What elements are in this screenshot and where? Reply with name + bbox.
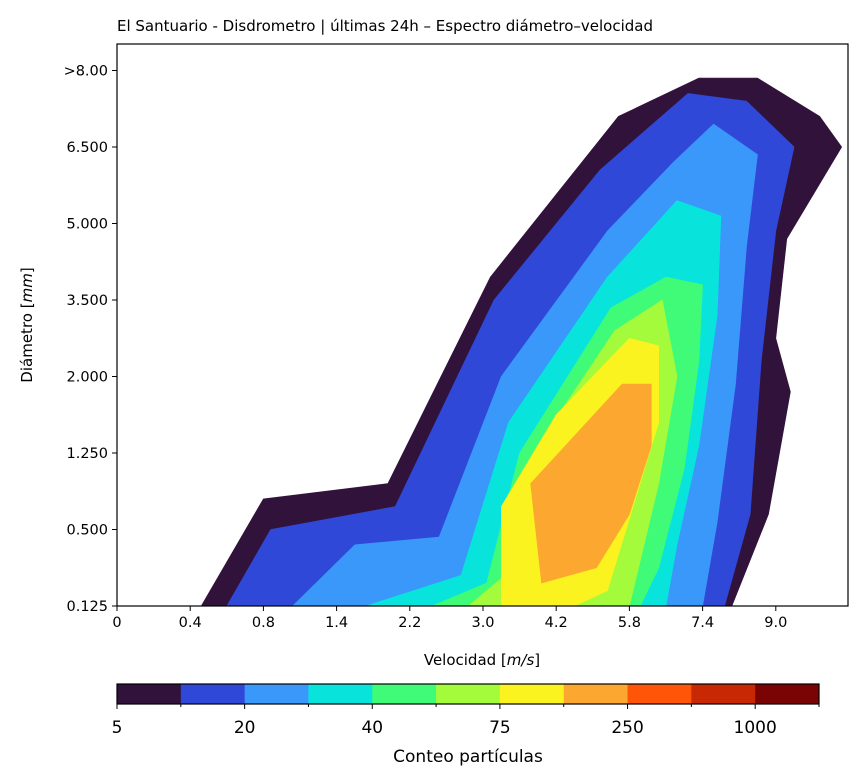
colorbar-segment: [308, 684, 373, 704]
colorbar-segment: [117, 684, 182, 704]
x-tick-label: 4.2: [545, 615, 568, 631]
contour-level-8: [530, 383, 652, 584]
colorbar-tick-label: 1000: [734, 718, 777, 738]
colorbar-segment: [499, 684, 565, 704]
colorbar-tick-label: 5: [112, 718, 123, 738]
y-tick-label: 0.125: [66, 599, 108, 615]
y-axis: 0.125 0.500 1.250 2.000 3.500 5.000 6.500 >8.00: [64, 64, 117, 615]
colorbar-segment: [627, 684, 692, 704]
x-tick-label: 0.4: [179, 615, 202, 631]
colorbar-tick-label: 250: [611, 718, 643, 738]
x-tick-label: 0.8: [252, 615, 275, 631]
x-tick-label: 3.0: [471, 615, 494, 631]
colorbar-frame: [116, 683, 820, 705]
x-axis: 0 0.4 0.8 1.4 2.2 3.0 4.2 5.8 7.4 9.0: [112, 606, 787, 631]
y-tick-label: 2.000: [66, 370, 108, 386]
x-tick-label: 1.4: [325, 615, 348, 631]
x-tick-label: 2.2: [398, 615, 421, 631]
colorbar-tick-label: 20: [234, 718, 256, 738]
colorbar-ticks: 5 20 40 75 250 1000: [112, 704, 820, 738]
colorbar-segment: [691, 684, 756, 704]
colorbar: [117, 684, 820, 704]
colorbar-segment: [244, 684, 309, 704]
x-tick-label: 0: [112, 615, 121, 631]
y-tick-label: 3.500: [66, 293, 108, 309]
y-tick-label: 0.500: [66, 523, 108, 539]
chart-title: El Santuario - Disdrometro | últimas 24h…: [117, 17, 653, 35]
colorbar-segment: [563, 684, 629, 704]
colorbar-segment: [372, 684, 437, 704]
x-tick-label: 5.8: [618, 615, 641, 631]
colorbar-segment: [180, 684, 246, 704]
y-axis-label: Diámetro [mm]: [18, 267, 36, 382]
x-axis-label: Velocidad [m/s]: [424, 651, 540, 669]
colorbar-segment: [755, 684, 820, 704]
x-tick-label: 9.0: [764, 615, 787, 631]
y-tick-label: >8.00: [64, 64, 108, 80]
y-tick-label: 6.500: [66, 140, 108, 156]
x-tick-label: 7.4: [691, 615, 714, 631]
plot-area: [200, 77, 843, 607]
colorbar-segment: [436, 684, 501, 704]
colorbar-label: Conteo partículas: [393, 747, 543, 767]
y-tick-label: 1.250: [66, 446, 108, 462]
colorbar-tick-label: 40: [361, 718, 383, 738]
y-tick-label: 5.000: [66, 217, 108, 233]
colorbar-tick-label: 75: [489, 718, 511, 738]
